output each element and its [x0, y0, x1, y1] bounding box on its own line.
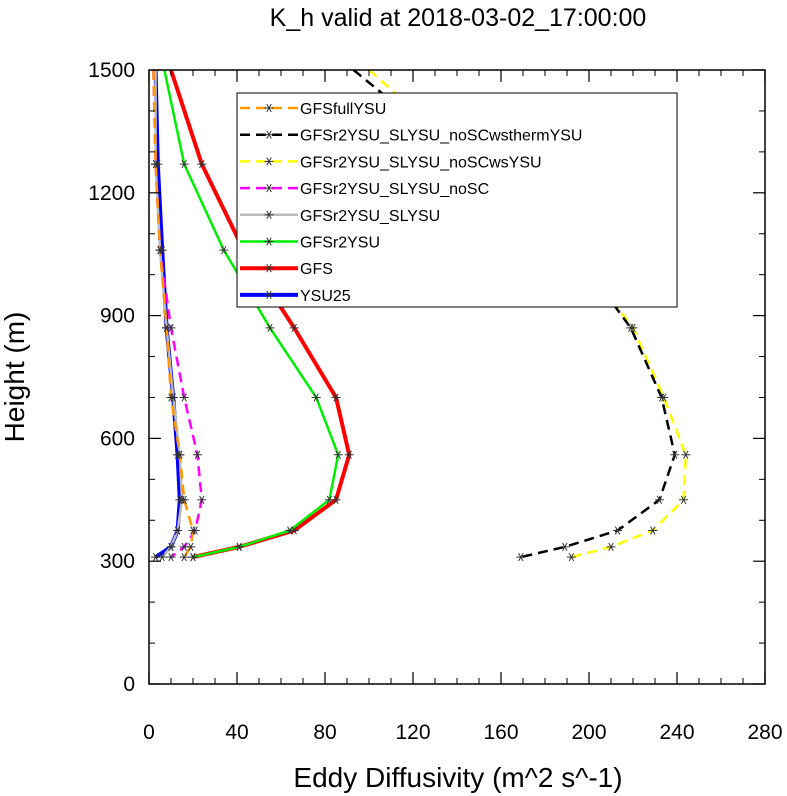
legend-label: GFSr2YSU_SLYSU_noSC	[300, 181, 489, 198]
chart-title: K_h valid at 2018-03-02_17:00:00	[270, 4, 647, 32]
data-point-marker	[331, 495, 341, 504]
data-point-marker	[613, 526, 623, 535]
data-point-marker	[681, 450, 691, 459]
x-axis-label: Eddy Diffusivity (m^2 s^-1)	[293, 762, 622, 793]
data-point-marker	[311, 393, 321, 402]
data-point-marker	[173, 526, 183, 535]
data-point-marker	[265, 323, 275, 333]
y-tick-label: 1200	[88, 182, 135, 205]
data-point-marker	[173, 450, 183, 459]
legend-entry: GFSr2YSU_SLYSU	[240, 208, 440, 225]
x-tick-label: 240	[659, 721, 694, 744]
legend-entry: GFS	[240, 261, 333, 278]
legend-label: GFSr2YSU_SLYSU	[300, 208, 440, 225]
data-point-marker	[648, 526, 658, 535]
data-point-marker	[289, 526, 299, 535]
legend-label: GFS	[300, 261, 333, 278]
data-point-marker	[157, 245, 167, 255]
y-axis-label: Height (m)	[0, 312, 30, 443]
y-tick-label: 900	[100, 305, 135, 328]
data-point-marker	[179, 542, 189, 552]
x-tick-label: 200	[571, 721, 606, 744]
legend-label: GFSr2YSU_SLYSU_noSCwsYSU	[300, 154, 542, 171]
x-tick-label: 40	[225, 721, 248, 744]
legend-label: GFSr2YSU	[300, 235, 380, 252]
legend-entry: YSU25	[240, 288, 351, 305]
x-tick-label: 80	[313, 721, 336, 744]
data-point-marker	[333, 450, 343, 459]
series-line-gfsfullysu	[152, 69, 195, 558]
data-point-marker	[628, 323, 638, 333]
data-point-marker	[166, 542, 176, 552]
data-point-marker	[151, 552, 161, 562]
legend-entry: GFSr2YSU_SLYSU_noSC	[240, 181, 489, 198]
legend-box	[236, 92, 678, 308]
plot-markers	[151, 159, 691, 562]
x-tick-label: 280	[747, 721, 782, 744]
data-point-marker	[175, 495, 185, 504]
data-point-marker	[168, 393, 178, 402]
data-point-marker	[179, 393, 189, 402]
x-tick-label: 0	[143, 721, 155, 744]
data-point-marker	[219, 245, 229, 255]
data-point-marker	[606, 542, 616, 552]
y-tick-label: 300	[100, 550, 135, 573]
data-point-marker	[179, 159, 189, 169]
data-point-marker	[188, 552, 198, 562]
axis-ticks: 0 40 80 120 160 200 240 280 0 300 600 900 1200 1500	[88, 59, 782, 744]
data-point-marker	[289, 323, 299, 333]
data-point-marker	[192, 450, 202, 459]
legend-entry: GFSr2YSU_SLYSU_noSCwsYSU	[240, 154, 542, 171]
data-point-marker	[197, 159, 207, 169]
data-point-marker	[659, 393, 669, 402]
data-point-marker	[166, 552, 176, 562]
data-point-marker	[234, 542, 244, 552]
series-line-gfsr2ysu	[163, 69, 340, 559]
y-tick-label: 600	[100, 427, 135, 450]
data-point-marker	[153, 159, 163, 169]
legend-label: YSU25	[300, 288, 351, 305]
data-point-marker	[331, 393, 341, 402]
legend-label: GFSr2YSU_SLYSU_noSCwsthermYSU	[300, 128, 582, 145]
series-line-ysu25	[153, 69, 182, 559]
data-point-marker	[679, 495, 689, 504]
legend: GFSfullYSU GFSr2YSU_SLYSU_noSCwsthermYSU G…	[236, 92, 678, 308]
data-point-marker	[197, 495, 207, 504]
y-tick-label: 1500	[88, 59, 135, 82]
data-point-marker	[670, 450, 680, 459]
data-point-marker	[344, 450, 354, 459]
x-tick-label: 160	[483, 721, 518, 744]
y-tick-label: 0	[123, 673, 135, 696]
x-tick-label: 120	[395, 721, 430, 744]
legend-entry: GFSr2YSU_SLYSU_noSCwsthermYSU	[240, 128, 582, 145]
data-point-marker	[190, 526, 200, 535]
data-point-marker	[179, 552, 189, 562]
legend-label: GFSfullYSU	[300, 101, 386, 118]
data-point-marker	[654, 495, 664, 504]
legend-entry: GFSfullYSU	[240, 101, 386, 118]
data-point-marker	[566, 552, 576, 562]
data-point-marker	[516, 552, 526, 562]
legend-entry: GFSr2YSU	[240, 235, 380, 252]
data-point-marker	[162, 323, 172, 333]
data-point-marker	[560, 542, 570, 552]
